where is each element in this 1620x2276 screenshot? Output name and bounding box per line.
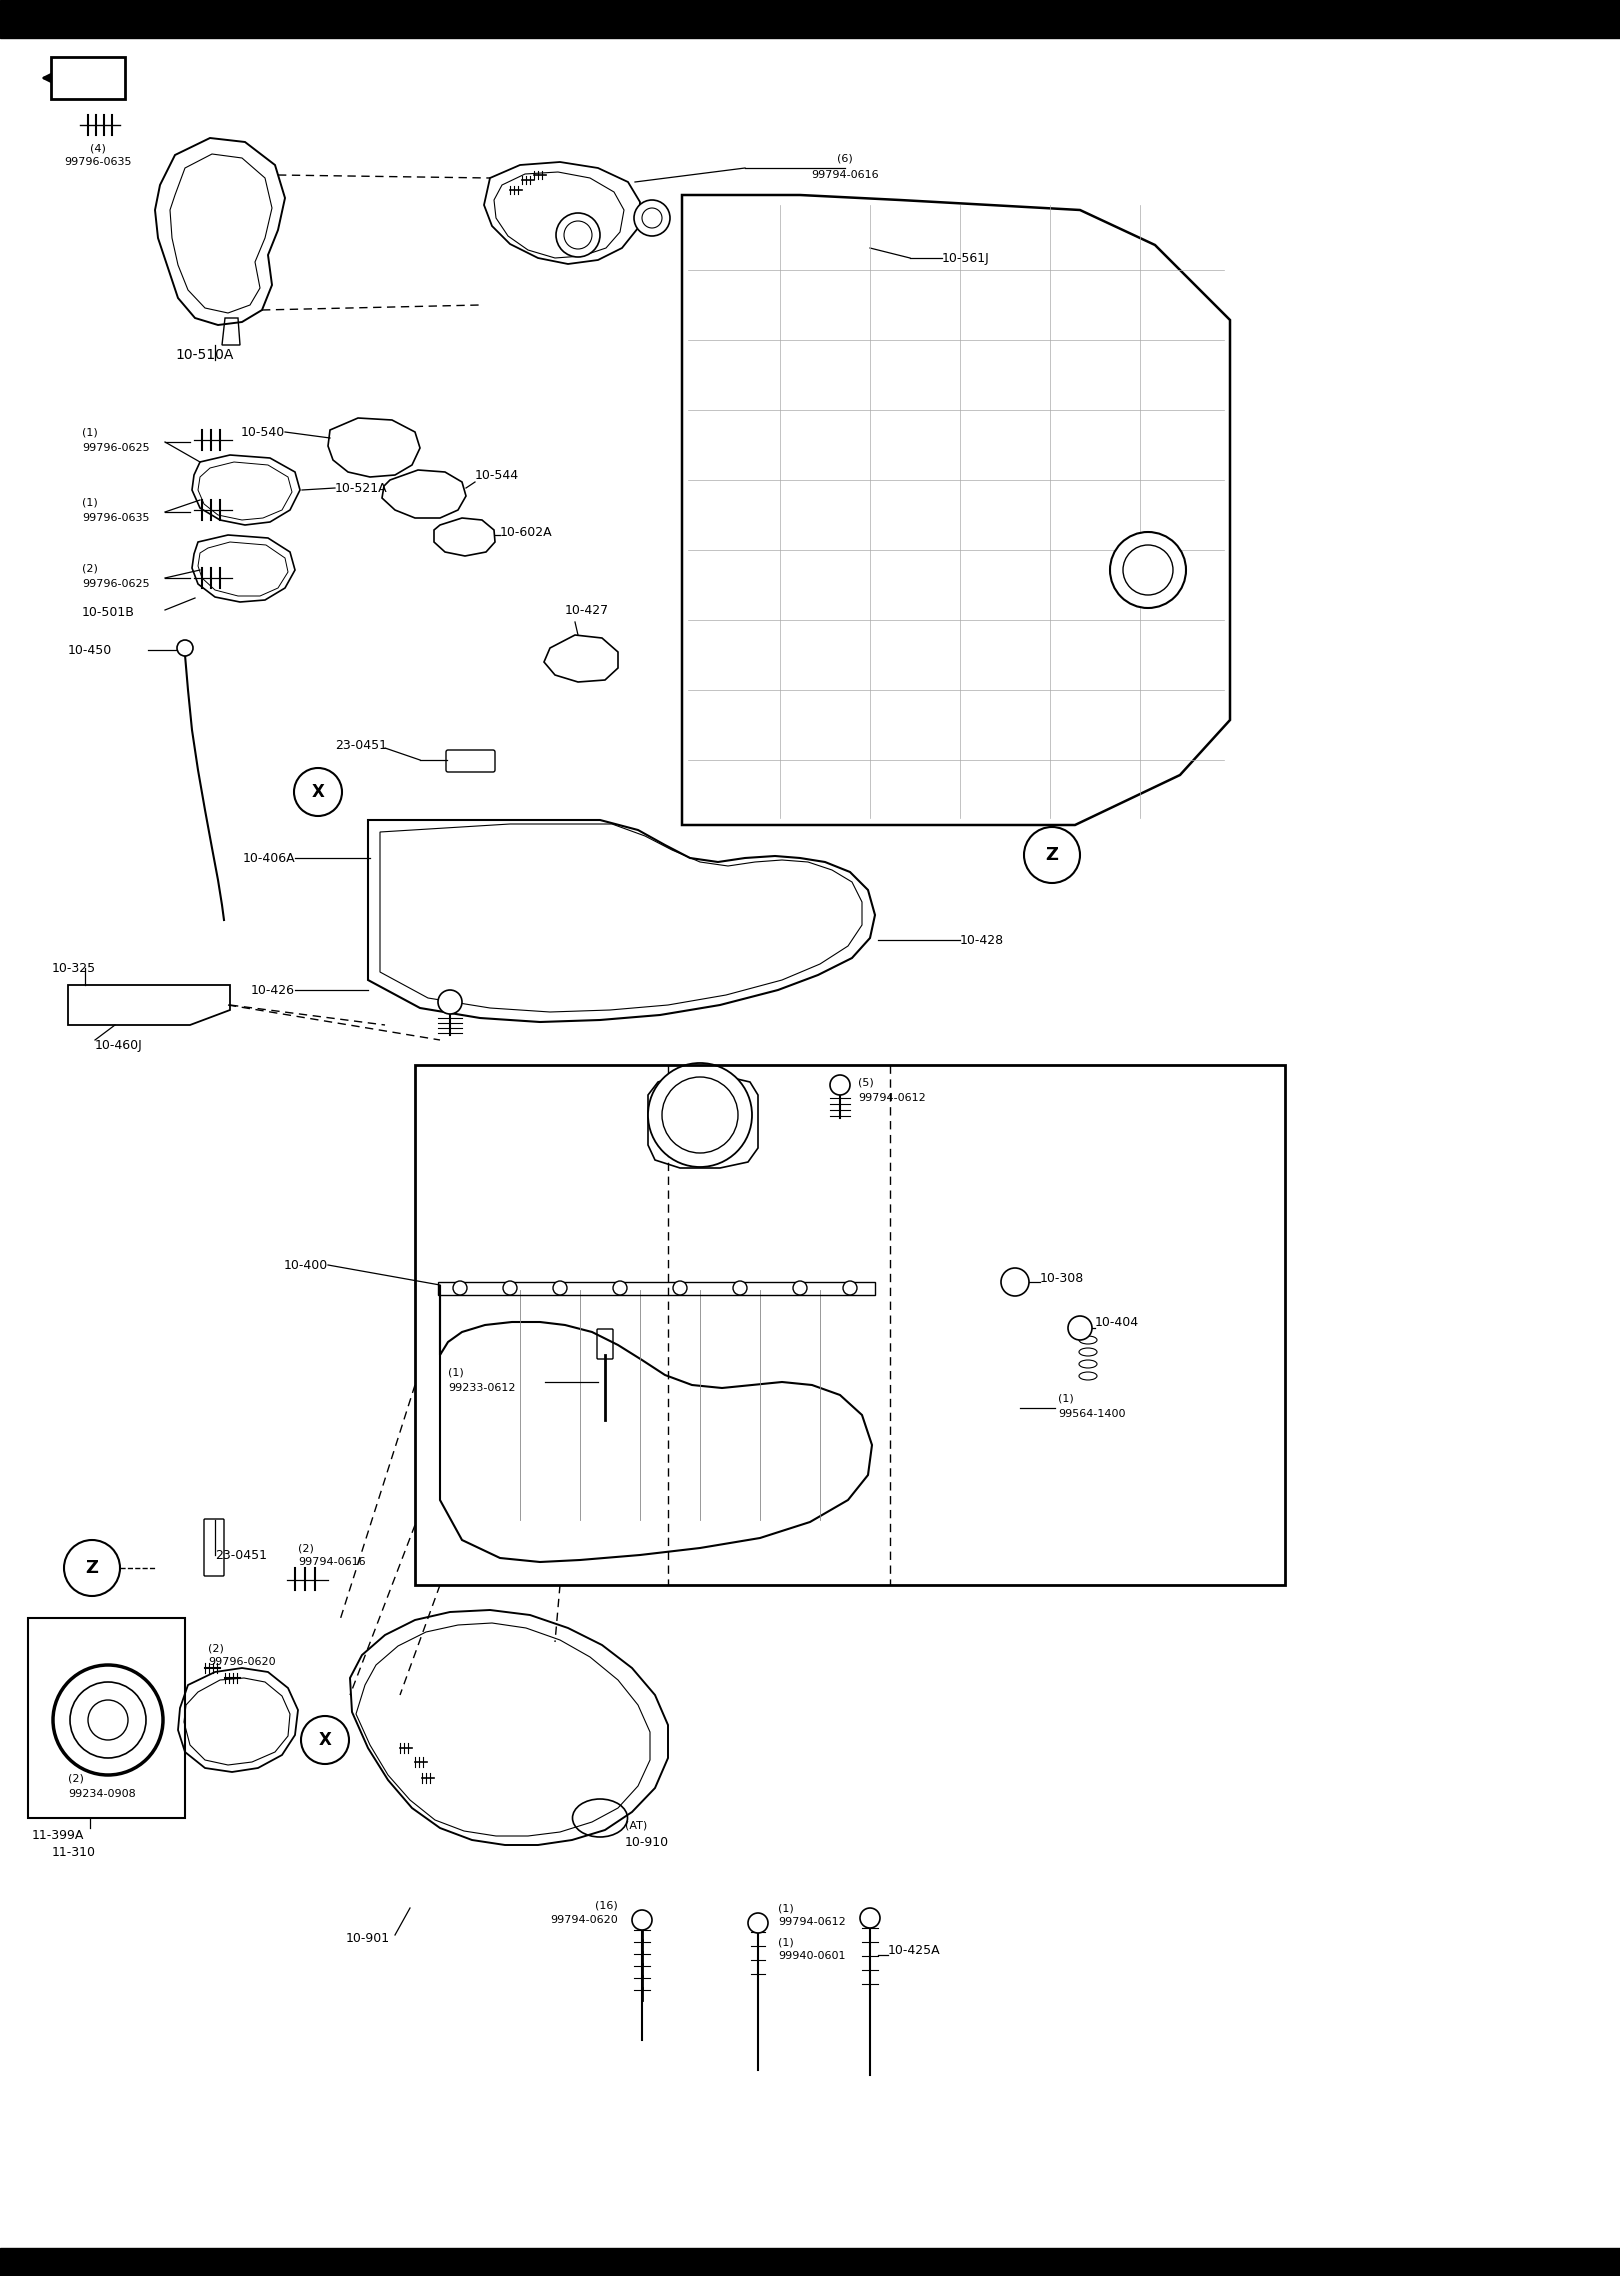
Circle shape [748,1914,768,1932]
Text: 10-450: 10-450 [68,644,112,655]
Text: FWD: FWD [68,71,109,86]
Text: (1): (1) [778,1903,794,1914]
Circle shape [842,1281,857,1295]
Circle shape [87,1700,128,1739]
Bar [415,1065,1285,1584]
FancyBboxPatch shape [598,1329,612,1359]
Circle shape [633,200,671,237]
Text: 10-910: 10-910 [625,1834,669,1848]
Text: (4): (4) [91,143,105,152]
Text: 10-426: 10-426 [251,983,295,997]
Text: Z: Z [1045,847,1058,865]
Text: 99794-0616: 99794-0616 [812,171,878,180]
Text: (2): (2) [207,1643,224,1652]
Text: 99796-0620: 99796-0620 [207,1657,275,1666]
Circle shape [672,1281,687,1295]
Text: 11-399A: 11-399A [32,1828,84,1841]
Circle shape [301,1716,348,1764]
Text: 10-521A: 10-521A [335,483,387,494]
Circle shape [1110,533,1186,608]
Circle shape [648,1063,752,1168]
Text: (1): (1) [1058,1393,1074,1402]
Text: 99794-0612: 99794-0612 [778,1916,846,1928]
FancyBboxPatch shape [446,751,496,772]
Text: 99794-0620: 99794-0620 [551,1914,617,1925]
Text: 10-308: 10-308 [1040,1272,1084,1284]
Text: 99940-0601: 99940-0601 [778,1951,846,1962]
Text: 10-460J: 10-460J [96,1038,143,1052]
Text: 99794-0616: 99794-0616 [298,1557,366,1566]
Text: 10-404: 10-404 [1095,1316,1139,1329]
Text: (1): (1) [83,428,97,437]
Text: (1): (1) [449,1368,463,1377]
Text: (AT): (AT) [625,1821,648,1830]
Circle shape [732,1281,747,1295]
Text: 99796-0625: 99796-0625 [83,578,149,589]
Text: 10-406A: 10-406A [243,851,295,865]
Text: 10-428: 10-428 [961,933,1004,947]
Text: 10-561J: 10-561J [941,253,990,264]
Text: 10-427: 10-427 [565,603,609,617]
Text: (5): (5) [859,1077,873,1088]
Text: 10-510A: 10-510A [175,348,233,362]
Text: X: X [311,783,324,801]
Text: 99796-0635: 99796-0635 [83,512,149,523]
Bar [0,2249,1620,2276]
Text: 10-540: 10-540 [241,426,285,439]
Circle shape [829,1074,851,1095]
Circle shape [502,1281,517,1295]
Circle shape [53,1666,164,1775]
Text: (6): (6) [838,152,852,164]
Circle shape [663,1077,739,1154]
Circle shape [454,1281,467,1295]
Circle shape [794,1281,807,1295]
FancyBboxPatch shape [50,57,125,98]
Text: 10-501B: 10-501B [83,605,134,619]
Text: 10-400: 10-400 [284,1259,327,1272]
Text: 10-602A: 10-602A [501,526,552,539]
Circle shape [612,1281,627,1295]
Circle shape [70,1682,146,1757]
Circle shape [552,1281,567,1295]
Circle shape [1001,1268,1029,1295]
Text: 10-901: 10-901 [347,1932,390,1944]
Circle shape [1024,826,1081,883]
Circle shape [632,1910,651,1930]
Text: 99796-0635: 99796-0635 [65,157,131,166]
Text: (2): (2) [68,1773,84,1782]
Text: 99234-0908: 99234-0908 [68,1789,136,1798]
Text: 23-0451: 23-0451 [215,1548,267,1561]
Text: (2): (2) [83,562,97,574]
Text: 10-425A: 10-425A [888,1944,941,1957]
Circle shape [1068,1316,1092,1341]
Text: (1): (1) [778,1937,794,1946]
Circle shape [564,221,591,248]
Circle shape [1123,544,1173,594]
Text: (16): (16) [595,1900,617,1910]
Circle shape [65,1541,120,1595]
Circle shape [437,990,462,1015]
Text: 99233-0612: 99233-0612 [449,1384,515,1393]
Text: 23-0451: 23-0451 [335,737,387,751]
Text: 99564-1400: 99564-1400 [1058,1409,1126,1418]
Text: X: X [319,1732,332,1748]
Circle shape [293,767,342,817]
Text: 10-544: 10-544 [475,469,518,483]
Text: 99794-0612: 99794-0612 [859,1092,925,1104]
Text: Z: Z [86,1559,99,1577]
Circle shape [177,640,193,655]
Text: 99796-0625: 99796-0625 [83,444,149,453]
Text: 11-310: 11-310 [52,1846,96,1859]
Text: (1): (1) [83,496,97,508]
Text: 10-325: 10-325 [52,960,96,974]
Circle shape [642,207,663,228]
FancyBboxPatch shape [204,1518,224,1575]
Circle shape [860,1907,880,1928]
Bar [0,0,1620,39]
Text: OIL PAN & TIMING COVER: OIL PAN & TIMING COVER [682,9,938,27]
Circle shape [556,214,599,257]
Text: (2): (2) [298,1543,314,1552]
